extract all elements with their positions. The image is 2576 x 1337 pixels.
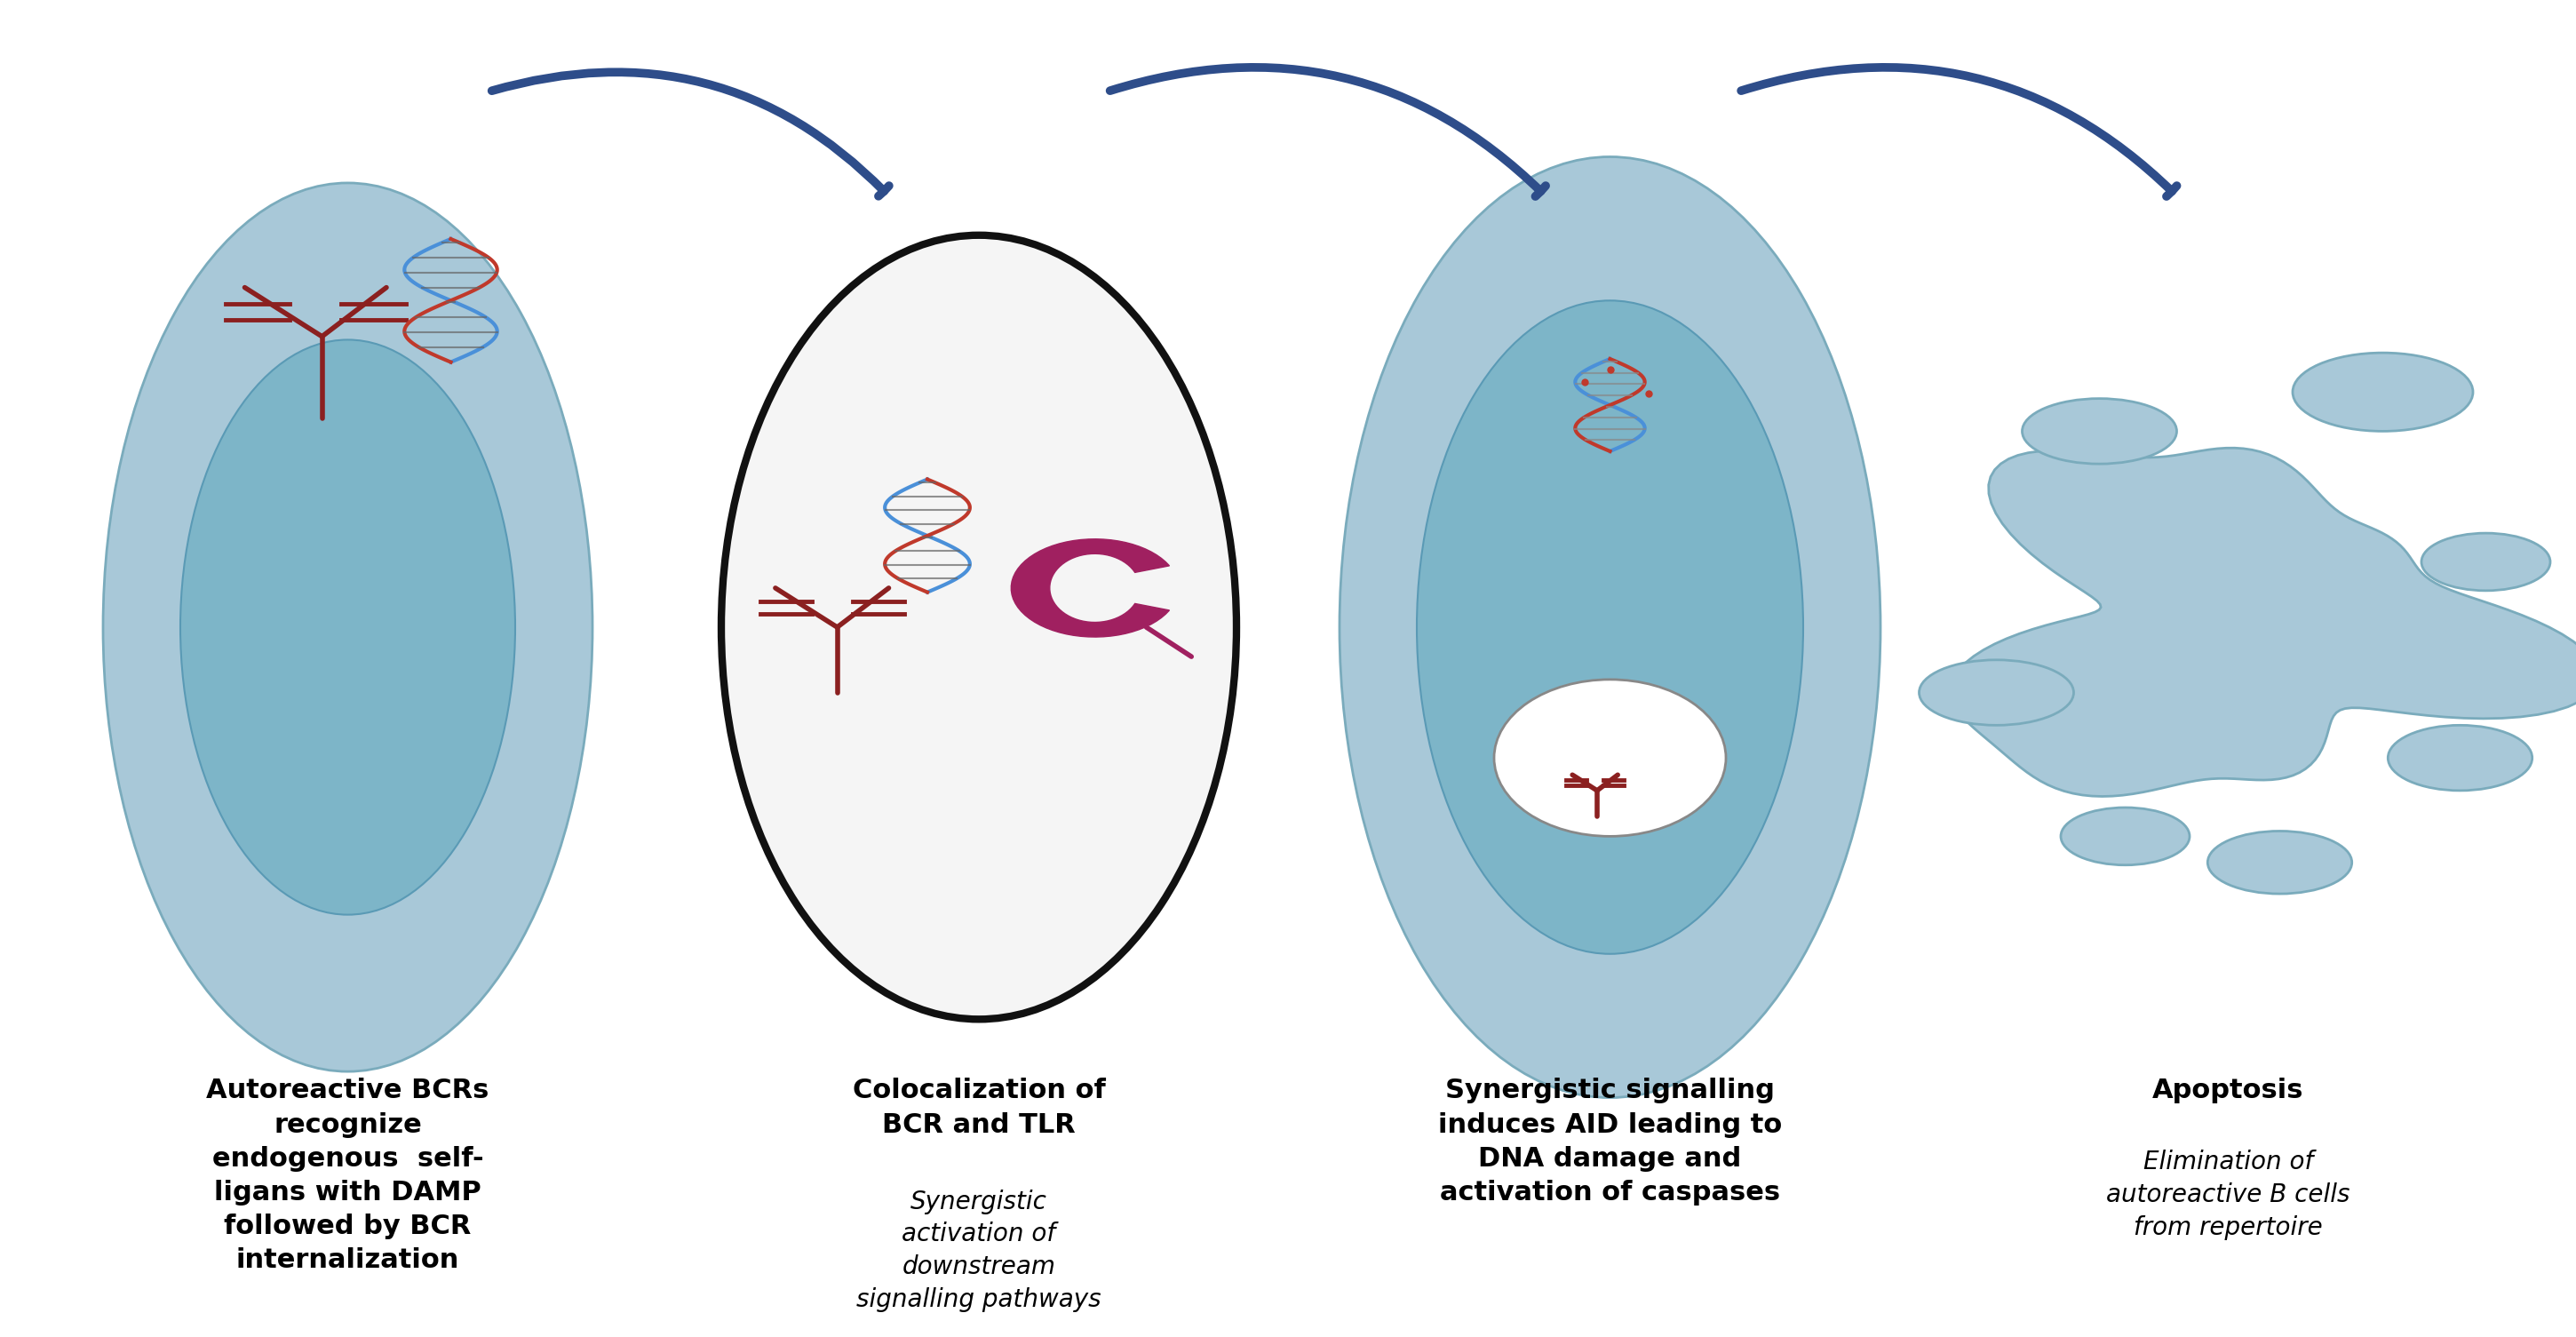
Ellipse shape (180, 340, 515, 915)
Polygon shape (1012, 539, 1170, 636)
Ellipse shape (2061, 808, 2190, 865)
Text: Synergistic signalling
induces AID leading to
DNA damage and
activation of caspa: Synergistic signalling induces AID leadi… (1437, 1078, 1783, 1206)
Text: Autoreactive BCRs
recognize
endogenous  self-
ligans with DAMP
followed by BCR
i: Autoreactive BCRs recognize endogenous s… (206, 1078, 489, 1273)
Text: Synergistic
activation of
downstream
signalling pathways: Synergistic activation of downstream sig… (855, 1189, 1103, 1312)
Ellipse shape (2388, 725, 2532, 790)
Ellipse shape (1340, 156, 1880, 1098)
Text: Apoptosis: Apoptosis (2154, 1078, 2303, 1104)
Ellipse shape (1417, 301, 1803, 953)
Ellipse shape (1494, 679, 1726, 836)
Ellipse shape (1919, 660, 2074, 725)
Ellipse shape (2208, 832, 2352, 894)
Ellipse shape (2022, 398, 2177, 464)
Ellipse shape (103, 183, 592, 1071)
Ellipse shape (2293, 353, 2473, 432)
Ellipse shape (2421, 533, 2550, 591)
Text: Elimination of
autoreactive B cells
from repertoire: Elimination of autoreactive B cells from… (2107, 1150, 2349, 1241)
Polygon shape (1950, 448, 2576, 797)
Ellipse shape (721, 235, 1236, 1019)
Text: Colocalization of
BCR and TLR: Colocalization of BCR and TLR (853, 1078, 1105, 1138)
